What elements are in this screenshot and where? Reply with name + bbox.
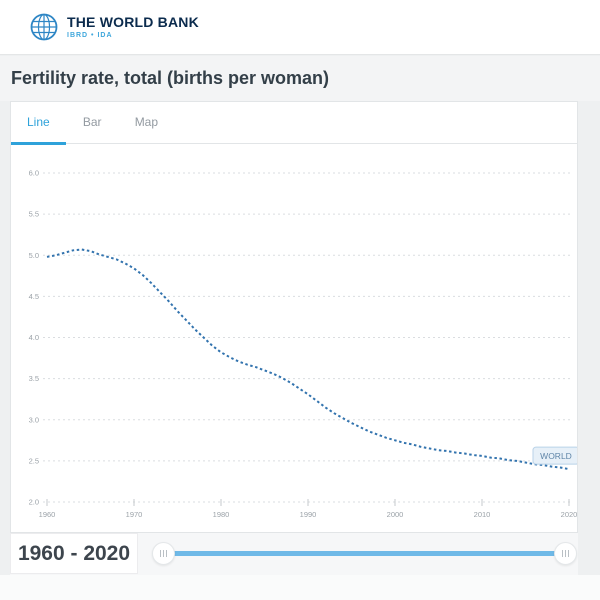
y-axis-tick-label: 5.5: [29, 210, 39, 219]
page-title: Fertility rate, total (births per woman): [11, 68, 330, 88]
x-axis-tick-label: 1980: [213, 510, 230, 519]
chart-card: Line Bar Map 2.0 2.5 3.0 3.5 4.0 4.5 5.0 5.5 6.0…: [10, 101, 580, 533]
x-axis-tick-label: 2000: [387, 510, 404, 519]
y-axis-tick-label: 4.5: [29, 292, 39, 301]
tab-bar[interactable]: Bar: [82, 115, 102, 129]
series-badge-label: WORLD: [540, 451, 572, 461]
x-axis-tick-label: 2020: [561, 510, 577, 519]
y-axis-tick-label: 5.0: [29, 251, 39, 260]
x-axis-tick-label: 2010: [474, 510, 491, 519]
year-range-slider[interactable]: [150, 533, 578, 574]
tab-line[interactable]: Line: [11, 102, 66, 145]
globe-icon: [30, 13, 58, 41]
y-axis-tick-label: 3.5: [29, 374, 39, 383]
x-axis-tick-label: 1960: [39, 510, 56, 519]
slider-handle-left[interactable]: [152, 542, 175, 565]
y-axis-tick-label: 4.0: [29, 333, 39, 342]
y-axis-tick-label: 3.0: [29, 415, 39, 424]
world-bank-logo[interactable]: THE WORLD BANK IBRD • IDA: [28, 11, 199, 43]
chart[interactable]: 2.0 2.5 3.0 3.5 4.0 4.5 5.0 5.5 6.0 1960 1970 1980 1…: [11, 145, 580, 533]
brand-subtitle: IBRD • IDA: [67, 32, 113, 39]
y-axis-tick-label: 2.0: [29, 498, 39, 507]
tab-map[interactable]: Map: [134, 115, 159, 129]
year-range-label: 1960 - 2020: [17, 541, 131, 565]
brand-name: THE WORLD BANK: [67, 14, 199, 30]
chart-view-tabs: Line Bar Map: [11, 102, 577, 145]
title-band: Fertility rate, total (births per woman): [0, 56, 600, 101]
app-header: THE WORLD BANK IBRD • IDA: [0, 0, 600, 55]
page-bottom-area: [0, 575, 600, 600]
world-series-line[interactable]: [46, 248, 570, 471]
slider-handle-right[interactable]: [554, 542, 577, 565]
x-axis-tick-label: 1990: [300, 510, 317, 519]
year-range-box: 1960 - 2020: [10, 533, 138, 574]
y-axis-tick-label: 6.0: [29, 169, 39, 178]
slider-track-fill[interactable]: [163, 551, 566, 556]
y-axis-tick-label: 2.5: [29, 456, 39, 465]
x-axis-tick-label: 1970: [126, 510, 143, 519]
time-range-footer: 1960 - 2020: [10, 533, 578, 575]
